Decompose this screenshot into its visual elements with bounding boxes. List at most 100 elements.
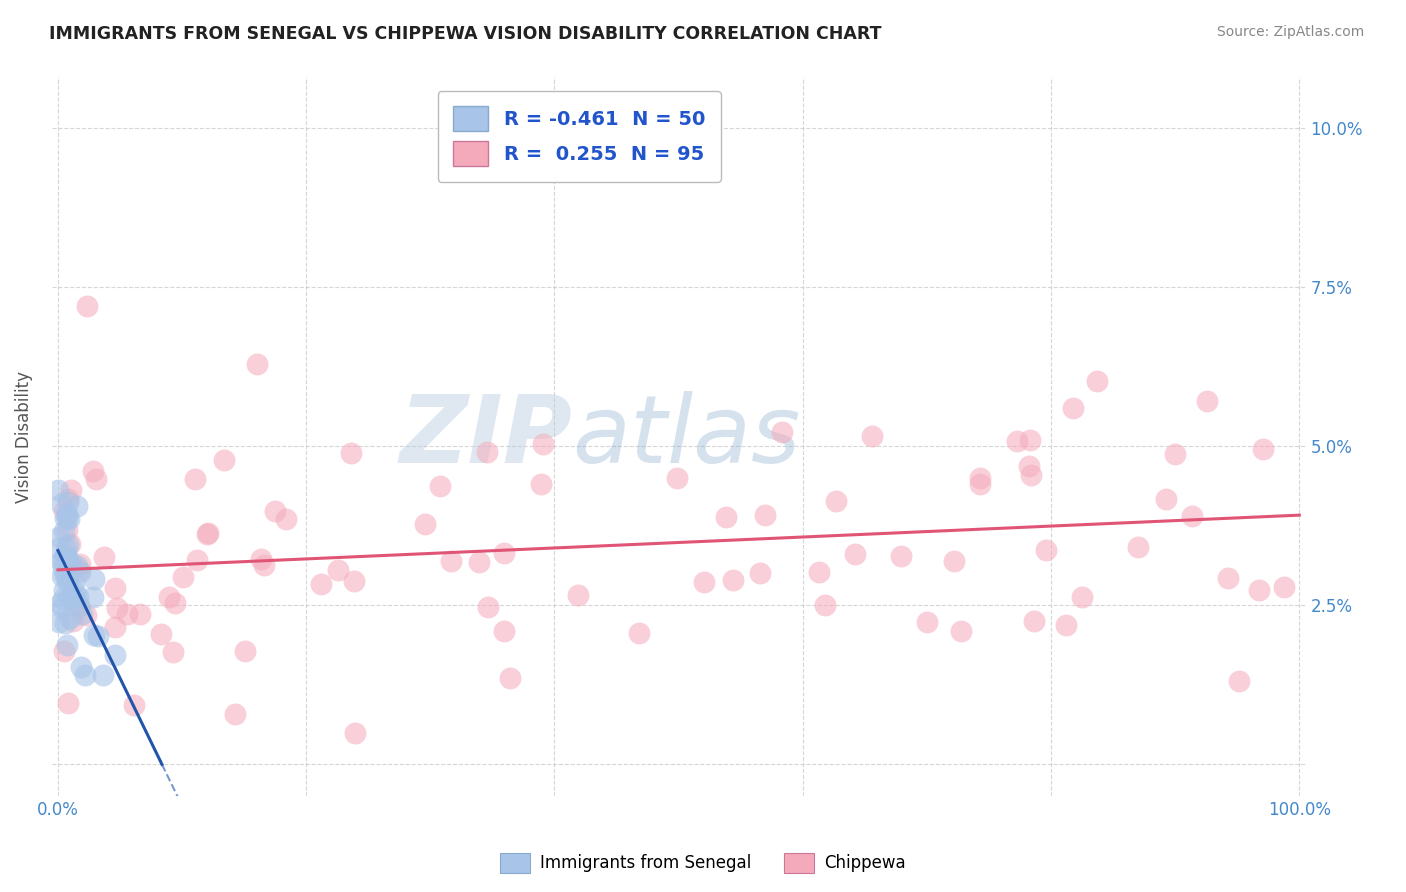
Point [162,645,184,659]
Text: atlas: atlas [572,392,800,483]
Point [59,556,82,570]
Point [52,524,75,539]
Point [224,706,246,721]
Point [52,552,75,566]
Point [1126,540,1149,554]
Point [468,555,491,569]
Text: Source: ZipAtlas.com: Source: ZipAtlas.com [1216,25,1364,39]
Point [55,541,77,556]
Point [63,585,86,599]
Point [344,725,367,739]
Point [53,568,76,582]
Point [214,453,236,467]
Point [52,561,75,575]
Point [770,425,793,440]
Point [950,624,973,639]
Point [1062,401,1084,415]
Point [942,554,965,568]
Point [82,591,104,605]
Point [104,648,127,662]
Point [56,638,79,652]
Point [475,445,498,459]
Point [48,530,70,544]
Point [1272,580,1295,594]
Point [1216,571,1239,585]
Point [124,698,146,713]
Point [91,668,114,682]
Point [969,471,991,485]
Point [157,590,180,604]
Point [66,558,89,573]
Point [1227,673,1250,688]
Point [860,428,883,442]
Point [1018,434,1040,448]
Point [67,599,90,614]
Point [83,628,105,642]
Point [250,552,273,566]
Point [67,590,90,604]
Point [58,512,80,526]
Point [1181,509,1204,524]
Point [59,610,82,624]
Point [51,568,73,582]
Point [807,565,830,579]
Point [1005,434,1028,448]
Point [440,554,463,568]
Point [309,577,332,591]
Point [429,479,451,493]
Point [172,570,194,584]
Text: ZIP: ZIP [399,391,572,483]
Point [69,660,91,674]
Point [58,696,80,710]
Legend: Immigrants from Senegal, Chippewa: Immigrants from Senegal, Chippewa [494,847,912,880]
Point [69,565,91,579]
Point [1019,468,1042,483]
Point [693,575,716,590]
Point [93,550,115,565]
Point [115,607,138,622]
Point [276,511,298,525]
Point [56,575,79,590]
Point [567,588,589,602]
Point [197,525,219,540]
Point [253,558,276,573]
Point [749,566,772,581]
Point [1253,442,1275,456]
Point [59,483,82,497]
Point [343,574,366,589]
Point [1247,583,1270,598]
Point [326,563,349,577]
Point [413,517,436,532]
Point [195,526,218,541]
Point [58,590,80,604]
Point [1024,615,1046,629]
Point [530,477,553,491]
Point [246,357,269,371]
Point [53,504,76,518]
Point [1054,618,1077,632]
Point [49,597,72,611]
Point [163,596,186,610]
Point [55,549,77,564]
Point [814,599,837,613]
Point [104,581,127,595]
Point [890,549,912,563]
Point [73,668,96,682]
Point [716,509,738,524]
Point [52,592,75,607]
Point [63,590,86,604]
Point [56,507,79,521]
Point [46,483,69,498]
Point [63,575,86,590]
Point [844,547,866,561]
Point [531,436,554,450]
Point [70,607,93,621]
Point [60,589,83,603]
Point [56,573,79,587]
Point [754,508,776,522]
Point [1085,374,1108,388]
Point [1035,542,1057,557]
Point [49,554,72,568]
Point [67,564,90,578]
Point [58,492,80,507]
